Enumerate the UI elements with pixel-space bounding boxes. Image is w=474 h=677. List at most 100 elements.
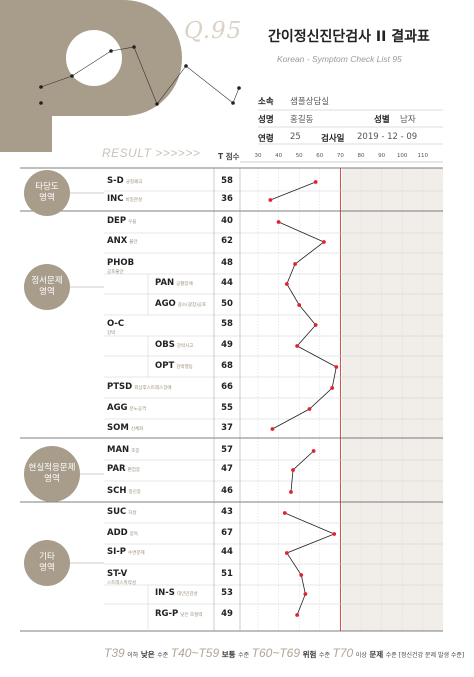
data-point-si-p — [284, 551, 289, 555]
t-score-value: 66 — [221, 382, 233, 392]
axis-tick-label: 100 — [396, 153, 408, 159]
table-lines — [20, 167, 443, 632]
star-dot — [237, 86, 241, 90]
scale-code-text: SUC — [107, 507, 127, 517]
data-point-agg — [307, 407, 312, 411]
t-score-value: 67 — [221, 528, 233, 538]
date-value: 2019 - 12 - 09 — [357, 132, 418, 142]
data-point-add — [332, 532, 337, 536]
scale-code-text: OPT — [155, 361, 175, 371]
star-dot — [39, 85, 43, 89]
scale-kr-name: 정신증 — [128, 490, 141, 495]
scale-code-text: INC — [107, 194, 124, 204]
star-dot — [70, 74, 74, 78]
legend-t1-level: 낮은 — [140, 650, 155, 659]
scale-kr-name: 대인민감성 — [176, 592, 198, 597]
scale-kr-name: 공황장애 — [176, 282, 193, 287]
scale-kr-name: 강박사고 — [176, 344, 194, 349]
data-point-man — [311, 449, 316, 453]
scale-code-phob: PHOB — [107, 258, 134, 268]
axis-tick-label: 60 — [316, 153, 324, 159]
page-subtitle: Korean - Symptom Check List 95 — [277, 54, 402, 64]
axis-tick-label: 90 — [378, 153, 386, 159]
scale-code-pan: PAN 공황장애 — [155, 278, 193, 288]
data-point-st-v — [299, 573, 304, 577]
t-score-value: 37 — [221, 423, 233, 433]
scale-code-text: S-D — [107, 176, 124, 186]
legend-t4: T70 — [332, 646, 354, 660]
scale-kr-name: 광소(광장)공포 — [177, 303, 207, 308]
data-point-rg-p — [295, 613, 300, 617]
corner-circle — [66, 30, 122, 86]
scale-code-inc: INC 비일관성 — [107, 194, 142, 204]
star-dot — [231, 101, 235, 105]
data-point-anx — [322, 240, 326, 244]
t-score-value: 49 — [221, 609, 233, 619]
scale-code-opt: OPT 강박행동 — [155, 361, 193, 371]
scale-kr-name: 강박 — [107, 331, 116, 336]
date-label: 검사일 — [321, 134, 345, 144]
scale-code-par: PAR 편집증 — [107, 464, 140, 474]
affiliation-value: 샘플상담실 — [290, 97, 330, 107]
legend-t2-level: 보통 — [221, 650, 236, 659]
t-score-value: 48 — [221, 258, 233, 268]
legend-t1-txt: 이하 — [127, 652, 139, 659]
scale-code-text: PTSD — [107, 382, 133, 392]
data-point-pan — [284, 282, 289, 286]
scale-code-text: AGO — [155, 299, 176, 309]
data-point-opt — [334, 365, 339, 369]
scale-code-text: PAR — [107, 464, 126, 474]
scale-code-st-v: ST-V — [107, 569, 127, 579]
t-score-value: 51 — [221, 569, 233, 579]
scale-kr-name: 중독 — [129, 532, 138, 537]
data-point-ago — [297, 303, 302, 307]
scale-code-text: RG-P — [155, 609, 179, 619]
star-dot — [109, 49, 113, 53]
star-dot — [39, 101, 43, 105]
question-number: Q.95 — [184, 18, 243, 44]
scale-code-text: ST-V — [107, 569, 128, 579]
t-score-value: 68 — [221, 361, 233, 371]
scale-code-rg-p: RG-P 낮은 조절력 — [155, 609, 202, 619]
group-emotional: 정서문제 영역 — [24, 264, 70, 310]
series-line-segment-1 — [270, 181, 316, 201]
result-heading: RESULT >>>>>> — [102, 146, 201, 160]
legend-t3-level: 위험 — [302, 650, 317, 659]
t-score-value: 50 — [221, 299, 233, 309]
legend-t1: T39 — [104, 646, 125, 660]
scale-code-text: PHOB — [107, 258, 135, 268]
scale-code-suc: SUC 자살 — [107, 507, 137, 517]
legend-t2: T40~T59 — [170, 646, 220, 660]
data-point-in-s — [303, 592, 308, 596]
legend-t3: T60~T69 — [251, 646, 301, 660]
plot-layer — [268, 180, 339, 617]
group-sub: 영역 — [39, 287, 55, 297]
data-point-par — [291, 468, 295, 472]
data-point-som — [270, 427, 275, 431]
scale-code-text: AGG — [107, 403, 128, 413]
data-point-sch — [289, 490, 293, 494]
scale-code-text: ADD — [107, 528, 128, 538]
legend: T39 이하 낮은 수준 T40~T59 보통 수준 T60~T69 위험 수준… — [104, 646, 464, 660]
star-dot — [155, 102, 159, 106]
group-name: 타당도 — [35, 181, 59, 192]
data-point-inc — [268, 198, 273, 202]
scale-kr-name: 강박행동 — [176, 365, 193, 370]
scale-kr-name: 불안 — [129, 240, 138, 245]
data-point-o-c — [313, 323, 318, 327]
t-score-value: 36 — [221, 194, 233, 204]
scale-code-text: IN-S — [155, 588, 175, 598]
scale-kr-name: 우울 — [128, 220, 137, 225]
scale-code-text: SI-P — [107, 547, 127, 557]
scale-kr-name: 외상후스트레스장애 — [134, 386, 172, 391]
data-point-ptsd — [330, 386, 335, 390]
scale-code-text: OBS — [155, 340, 175, 350]
legend-t1-tail: 수준 — [157, 652, 169, 659]
scale-code-add: ADD 중독 — [107, 528, 138, 538]
data-point-suc — [282, 511, 287, 515]
group-sub: 영역 — [39, 193, 55, 203]
group-sub: 영역 — [39, 563, 55, 573]
legend-t3-tail: 수준 — [318, 652, 330, 659]
